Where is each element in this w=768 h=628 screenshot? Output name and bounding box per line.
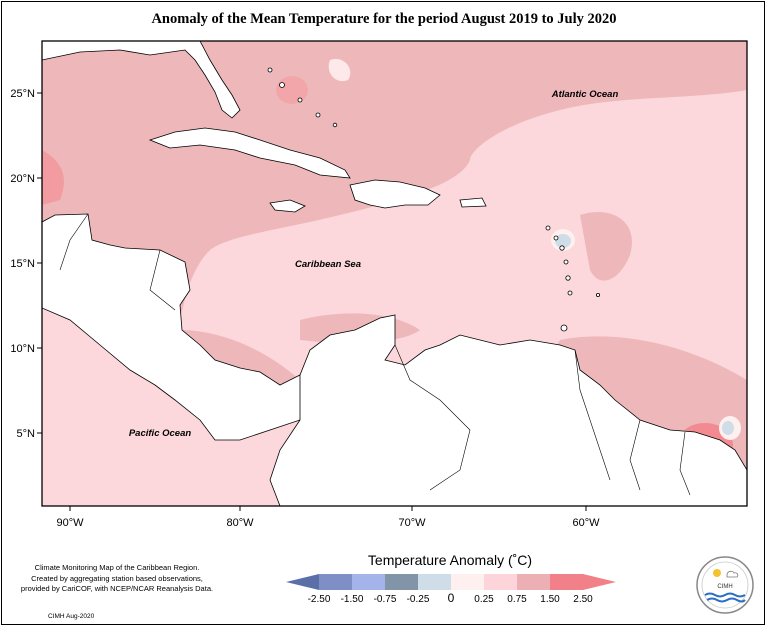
lat-label-5n: 5°N — [17, 428, 36, 440]
land-island-3 — [559, 245, 565, 251]
legend-swatch — [550, 574, 584, 590]
footnote-credit: CIMH Aug-2020 — [48, 613, 95, 620]
landmasses — [42, 41, 747, 506]
legend-swatch — [352, 574, 386, 590]
border-guyana-suriname — [629, 419, 641, 491]
lon-label-70w: 70°W — [398, 517, 426, 529]
longitude-axis: 90°W 80°W 70°W 60°W — [56, 506, 600, 529]
logo-text: CIMH — [717, 584, 732, 590]
lon-label-90w: 90°W — [56, 517, 84, 529]
border-mexico — [59, 213, 89, 271]
land-hispaniola — [349, 179, 441, 209]
border-colombia-venezuela — [394, 344, 471, 491]
land-island-4 — [563, 259, 569, 265]
anomaly-zone-light-1 — [460, 175, 555, 220]
legend-colorbar — [286, 574, 616, 590]
legend-tick-label: 0.75 — [507, 594, 527, 605]
border-central-america — [149, 249, 176, 311]
land-island-1 — [545, 225, 551, 231]
legend-tick-label: 2.50 — [573, 594, 593, 605]
legend-tick-label: -1.50 — [341, 594, 364, 605]
legend-tick-label: 0 — [448, 591, 455, 605]
land-bahamas-1 — [267, 67, 273, 73]
land-bahamas-4 — [315, 112, 321, 118]
land-bahamas-2 — [279, 82, 285, 88]
map-border — [41, 40, 748, 507]
land-bahamas-3 — [297, 97, 303, 103]
legend-swatch — [319, 574, 353, 590]
cimh-logo: CIMH — [696, 556, 754, 614]
land-island-5 — [565, 275, 571, 281]
legend-tick-label: 0.25 — [474, 594, 494, 605]
legend-title: Temperature Anomaly (˚C) — [367, 552, 533, 568]
border-venezuela-guyana — [574, 349, 611, 481]
label-pacific-ocean: Pacific Ocean — [129, 428, 192, 439]
lat-label-10n: 10°N — [10, 343, 35, 355]
label-caribbean-sea: Caribbean Sea — [295, 259, 361, 270]
lon-label-60w: 60°W — [572, 517, 600, 529]
footnote-line-1: Climate Monitoring Map of the Caribbean … — [34, 563, 200, 572]
legend-tick-label: -2.50 — [308, 594, 331, 605]
wave-icon-1 — [704, 592, 746, 598]
lat-label-15n: 15°N — [10, 258, 35, 270]
land-jamaica — [269, 199, 306, 213]
latitude-axis: 25°N 20°N 15°N 10°N 5°N — [10, 88, 42, 440]
anomaly-zone-light-2 — [328, 59, 351, 82]
sun-icon — [713, 569, 721, 577]
cool-spot-guianas — [722, 421, 734, 435]
land-central-america — [42, 213, 306, 441]
lat-label-20n: 20°N — [10, 173, 35, 185]
lat-label-25n: 25°N — [10, 88, 35, 100]
land-florida — [42, 41, 241, 119]
land-bahamas-5 — [332, 122, 338, 128]
legend-tick-label: -0.25 — [407, 594, 430, 605]
legend-swatch — [451, 574, 485, 590]
land-island-barbados — [596, 292, 601, 297]
land-island-2 — [553, 235, 559, 241]
legend-swatch — [418, 574, 452, 590]
lon-label-80w: 80°W — [226, 517, 254, 529]
footnote-line-3: provided by CariCOF, with NCEP/NCAR Rean… — [20, 584, 214, 593]
wave-icon-2 — [706, 597, 746, 603]
cloud-icon — [726, 570, 739, 578]
legend-tick-label: -0.75 — [374, 594, 397, 605]
border-suriname-guiana — [679, 431, 691, 496]
footnote: Climate Monitoring Map of the Caribbean … — [12, 563, 222, 595]
label-atlantic-ocean: Atlantic Ocean — [551, 89, 619, 100]
legend-swatch — [484, 574, 518, 590]
legend-tick-label: 1.50 — [540, 594, 560, 605]
legend-tick-labels: -2.50 -1.50 -0.75 -0.25 0 0.25 0.75 1.50 2.50 — [308, 591, 594, 605]
land-puerto-rico — [459, 197, 487, 208]
cool-spot-antilles — [555, 234, 571, 248]
legend-swatch — [517, 574, 551, 590]
borders — [59, 213, 691, 496]
land-cuba — [148, 127, 351, 179]
footnote-line-2: Created by aggregating station based obs… — [31, 573, 203, 583]
legend-arrow-high — [583, 574, 616, 590]
land-island-trinidad — [560, 324, 568, 332]
hot-spot-gulf — [42, 150, 64, 205]
hot-spot-bahamas — [276, 76, 308, 104]
legend-arrow-low — [286, 574, 319, 590]
legend-swatch — [385, 574, 419, 590]
map-title: Anomaly of the Mean Temperature for the … — [151, 11, 617, 27]
land-island-6 — [567, 290, 573, 296]
anomaly-zone-east — [580, 211, 632, 281]
